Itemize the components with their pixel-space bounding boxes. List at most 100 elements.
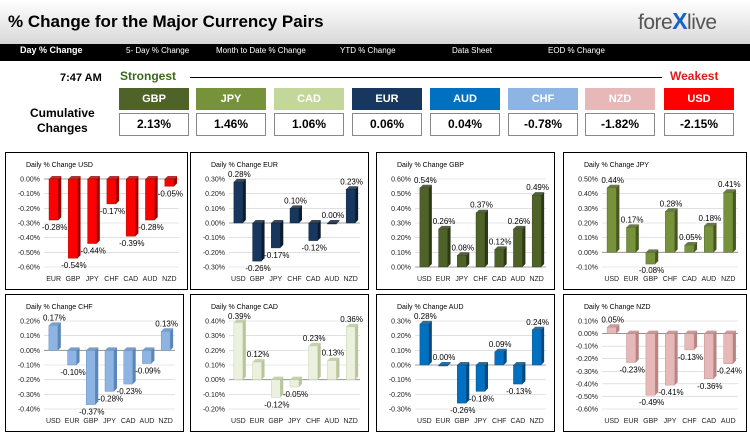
y-tick-label: 0.00%: [391, 363, 411, 370]
bar-top: [105, 347, 117, 351]
bar-eur: [48, 178, 59, 221]
bar-side: [732, 189, 736, 253]
nav-eod-change[interactable]: EOD % Change: [548, 46, 605, 55]
data-label: -0.13%: [678, 353, 703, 362]
x-tick-label: CHF: [682, 418, 696, 425]
nav-ytd-change[interactable]: YTD % Change: [340, 46, 396, 55]
bar-aud: [142, 350, 152, 364]
chart-title: Daily % Change EUR: [211, 162, 278, 169]
bar-usd: [419, 187, 430, 268]
cumulative-changes-label: Cumulative Changes: [30, 106, 95, 135]
data-label: 0.28%: [228, 170, 251, 179]
bar-side: [447, 225, 451, 267]
bar-side: [280, 376, 284, 398]
nav-data-sheet[interactable]: Data Sheet: [452, 46, 493, 55]
data-label: -0.44%: [81, 247, 106, 256]
chart-title: Daily % Change AUD: [397, 304, 464, 311]
bar-chf: [106, 178, 117, 205]
data-label: 0.26%: [433, 217, 456, 226]
bar-usd: [606, 327, 617, 334]
y-tick-label: 0.40%: [205, 319, 225, 326]
x-tick-label: NZD: [343, 418, 357, 425]
y-tick-label: 0.10%: [205, 363, 225, 370]
data-label: 0.08%: [451, 243, 474, 252]
bar-top: [86, 347, 99, 351]
y-tick-label: 0.20%: [391, 235, 411, 242]
y-tick-label: 0.60%: [391, 177, 411, 184]
bar-top: [723, 330, 736, 334]
data-label: -0.26%: [450, 406, 475, 415]
x-tick-label: CHF: [104, 276, 118, 283]
currency-tile-code: NZD: [585, 88, 655, 110]
data-label: -0.10%: [60, 368, 85, 377]
bar-chf: [665, 211, 675, 253]
x-tick-label: CAD: [121, 418, 136, 425]
bar-side: [694, 242, 698, 253]
bar-side: [336, 220, 340, 224]
x-tick-label: USD: [604, 276, 619, 283]
bar-top: [513, 225, 526, 229]
bar-top: [607, 184, 620, 188]
bar-side: [173, 176, 177, 187]
bar-gbp: [86, 350, 96, 405]
logo-text-fore: fore: [638, 11, 673, 34]
data-label: -0.36%: [697, 382, 722, 391]
nav-bar: Day % Change 5- Day % Change Month to Da…: [0, 44, 750, 61]
data-label: -0.26%: [245, 264, 270, 273]
data-label: -0.18%: [469, 394, 494, 403]
data-label: -0.12%: [264, 400, 289, 409]
x-tick-label: AUD: [511, 276, 526, 283]
bar-top: [290, 376, 302, 380]
nav-5-day-change[interactable]: 5- Day % Change: [126, 46, 190, 55]
y-tick-label: 0.00%: [20, 177, 40, 184]
bar-side: [484, 362, 488, 392]
y-tick-label: -0.10%: [576, 265, 598, 272]
data-label: 0.09%: [489, 340, 512, 349]
bar-top: [346, 323, 359, 327]
bar-jpy: [289, 379, 300, 388]
data-label: 0.12%: [489, 237, 512, 246]
nav-day-change[interactable]: Day % Change: [20, 45, 83, 55]
data-label: -0.23%: [117, 387, 142, 396]
y-tick-label: 0.10%: [20, 333, 40, 340]
y-tick-label: 0.00%: [205, 377, 225, 384]
x-tick-label: EUR: [624, 276, 639, 283]
bar-jpy: [475, 364, 486, 392]
bar-side: [655, 249, 659, 265]
forexlive-logo: foreXlive: [638, 8, 736, 40]
bar-side: [154, 176, 158, 221]
data-label: 0.17%: [43, 313, 66, 322]
bar-side: [503, 246, 507, 267]
y-tick-label: -0.20%: [18, 206, 40, 213]
bar-aud: [723, 333, 734, 364]
data-label: 0.37%: [470, 201, 493, 210]
nav-month-to-date-change[interactable]: Month to Date % Change: [216, 46, 306, 55]
x-tick-label: CHF: [492, 418, 506, 425]
x-tick-label: NZD: [162, 276, 176, 283]
data-label: -0.05%: [283, 390, 308, 399]
y-tick-label: 0.00%: [205, 221, 225, 228]
bar-top: [145, 176, 158, 179]
data-label: 0.23%: [340, 177, 363, 186]
y-tick-label: 0.00%: [578, 331, 598, 338]
bar-nzd: [160, 331, 171, 351]
x-tick-label: AUD: [143, 276, 158, 283]
bar-side: [355, 323, 359, 380]
bar-usd: [419, 323, 430, 366]
y-tick-label: 0.50%: [578, 177, 598, 184]
bar-top: [123, 347, 136, 351]
bar-top: [438, 362, 451, 365]
data-label: 0.10%: [284, 196, 307, 205]
bar-cad: [125, 178, 136, 237]
y-tick-label: 0.20%: [578, 221, 598, 228]
bar-top: [67, 347, 80, 351]
bar-gbp: [252, 222, 262, 262]
data-label: 0.00%: [322, 211, 345, 220]
x-tick-label: JPY: [455, 276, 468, 283]
data-label: 0.24%: [526, 318, 549, 327]
bar-side: [261, 220, 265, 262]
bar-aud: [513, 228, 523, 268]
currency-tile-value: -2.15%: [664, 113, 734, 136]
bar-top: [161, 328, 174, 332]
x-tick-label: AUD: [325, 418, 340, 425]
